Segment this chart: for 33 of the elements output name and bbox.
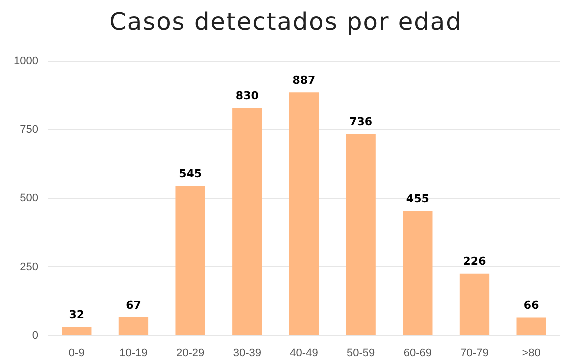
x-tick-label: 50-59 (347, 347, 376, 360)
x-tick-label: 0-9 (68, 347, 85, 360)
y-tick-label: 250 (20, 261, 38, 274)
x-tick-label: 60-69 (404, 347, 432, 360)
bar (403, 211, 433, 336)
bar (460, 274, 490, 336)
x-tick-label: 70-79 (460, 347, 489, 360)
data-label: 545 (179, 168, 202, 181)
y-tick-label: 750 (20, 124, 38, 136)
bar (516, 318, 546, 336)
data-label: 32 (69, 308, 85, 322)
y-tick-label: 0 (32, 330, 38, 342)
bar (232, 108, 262, 336)
bar (289, 92, 320, 336)
x-tick-label: 40-49 (290, 347, 318, 360)
data-label: 830 (236, 90, 260, 103)
bar (118, 317, 149, 336)
data-label: 66 (524, 299, 540, 312)
chart-title: Casos detectados por edad (108, 8, 464, 36)
y-tick-label: 1000 (14, 56, 38, 68)
data-label: 226 (463, 255, 487, 268)
data-label: 67 (126, 298, 142, 312)
data-label: 736 (350, 115, 373, 128)
y-tick-label: 500 (20, 192, 38, 205)
x-tick-label: >80 (522, 347, 541, 360)
x-tick-label: 30-39 (233, 347, 262, 360)
data-label: 455 (406, 192, 430, 206)
bar (62, 327, 92, 336)
x-tick-label: 10-19 (120, 347, 148, 360)
x-tick-label: 20-29 (176, 347, 205, 360)
bar (346, 134, 376, 336)
bar (176, 186, 206, 336)
data-label: 887 (292, 74, 316, 87)
